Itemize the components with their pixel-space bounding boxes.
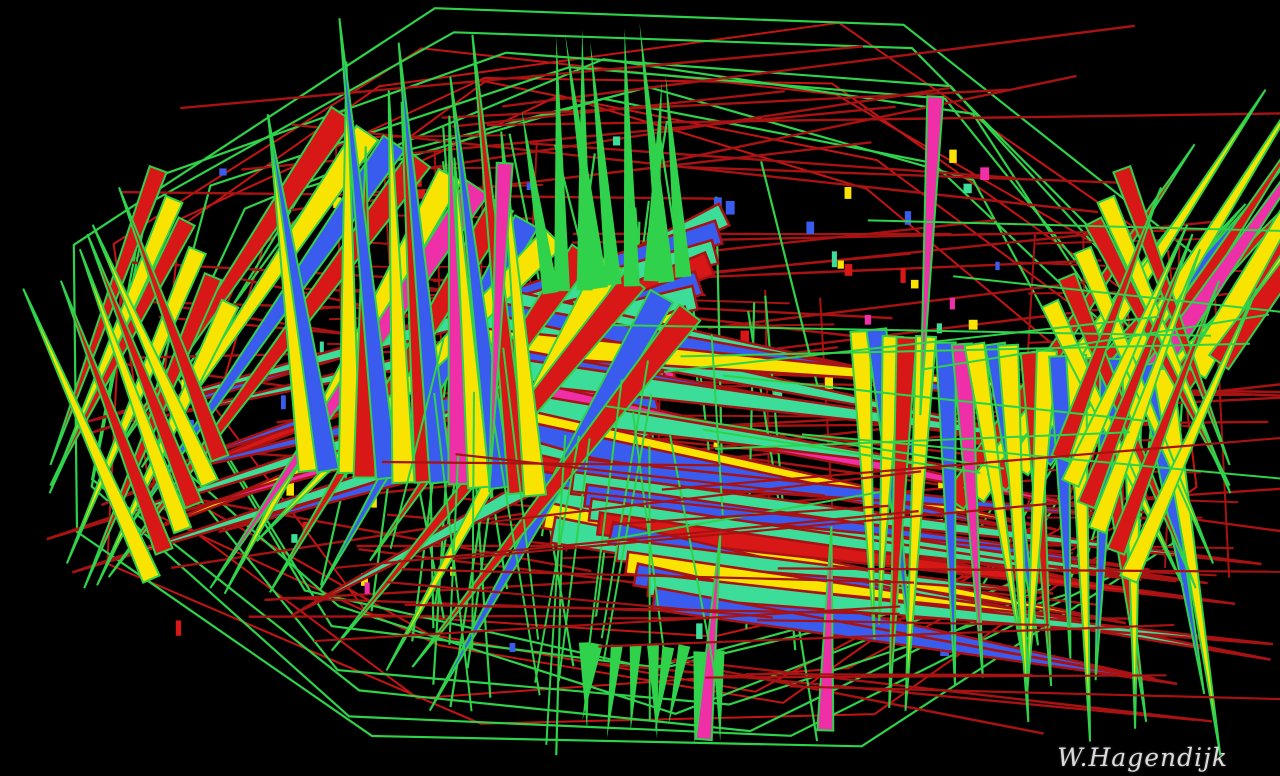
magenta-accents-top-layer	[488, 95, 945, 493]
artist-signature: W.Hagendijk	[1057, 743, 1228, 772]
top-green-spikes-layer	[521, 22, 692, 295]
green-shallow-front-layer	[599, 219, 1280, 543]
green-steep-front-layer	[389, 334, 724, 745]
chevron-bottom-edge-layer	[22, 187, 1258, 585]
red-front-lines-layer	[314, 436, 1280, 701]
